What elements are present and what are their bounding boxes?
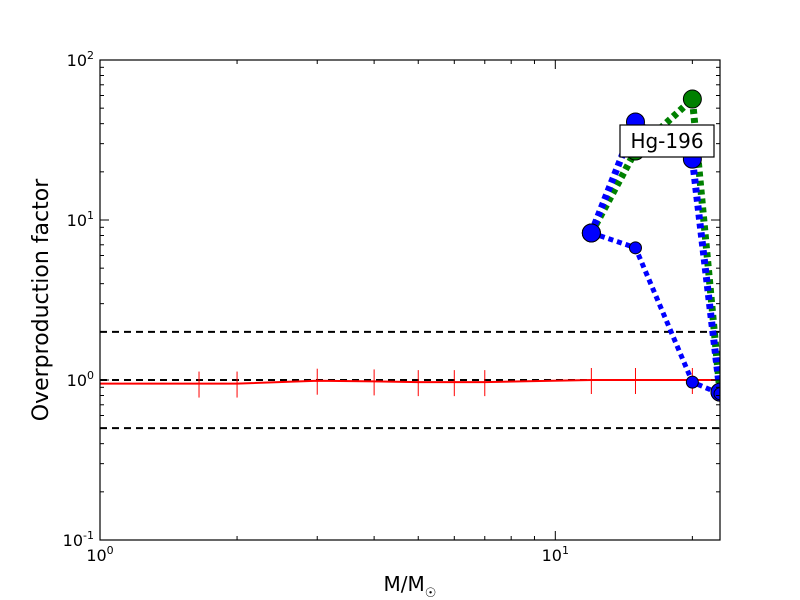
series-line-red [100,379,720,385]
y-axis-label: Overproduction factor [29,178,54,421]
series-line-green [588,91,720,393]
x-tick-exp: 1 [562,544,569,557]
y-tick-exp: -1 [83,529,94,542]
series-line-blue-thin [590,230,720,397]
x-tick-exp: 0 [107,544,114,557]
plot-frame [99,59,721,541]
data-point [685,375,699,389]
data-point [581,223,601,243]
y-tick-base: 10 [63,531,83,550]
data-point [713,387,720,401]
annotation-layer: Hg-196 [619,124,715,158]
y-tick-base: 10 [67,371,87,390]
y-tick-label: 102 [67,49,94,70]
y-tick-label: 10-1 [63,529,94,550]
y-tick-exp: 1 [87,209,94,222]
x-axis-label-main: M/M [384,572,425,596]
data-point [628,241,642,255]
data-point [682,89,702,109]
x-tick-base: 10 [86,546,106,565]
x-tick-label: 101 [542,544,569,565]
annotation-label: Hg-196 [630,129,703,153]
y-tick-exp: 0 [87,369,94,382]
y-tick-label: 100 [67,369,94,390]
y-tick-base: 10 [67,51,87,70]
x-tick-label: 100 [86,544,113,565]
x-axis-label-sub: ☉ [425,586,437,600]
x-axis-label: M/M☉ [384,572,437,600]
y-tick-base: 10 [67,211,87,230]
y-tick-exp: 2 [87,49,94,62]
x-tick-base: 10 [542,546,562,565]
annotation-box [619,124,715,158]
y-tick-label: 101 [67,209,94,230]
label-layer: Overproduction factor M/M☉ [29,178,436,600]
